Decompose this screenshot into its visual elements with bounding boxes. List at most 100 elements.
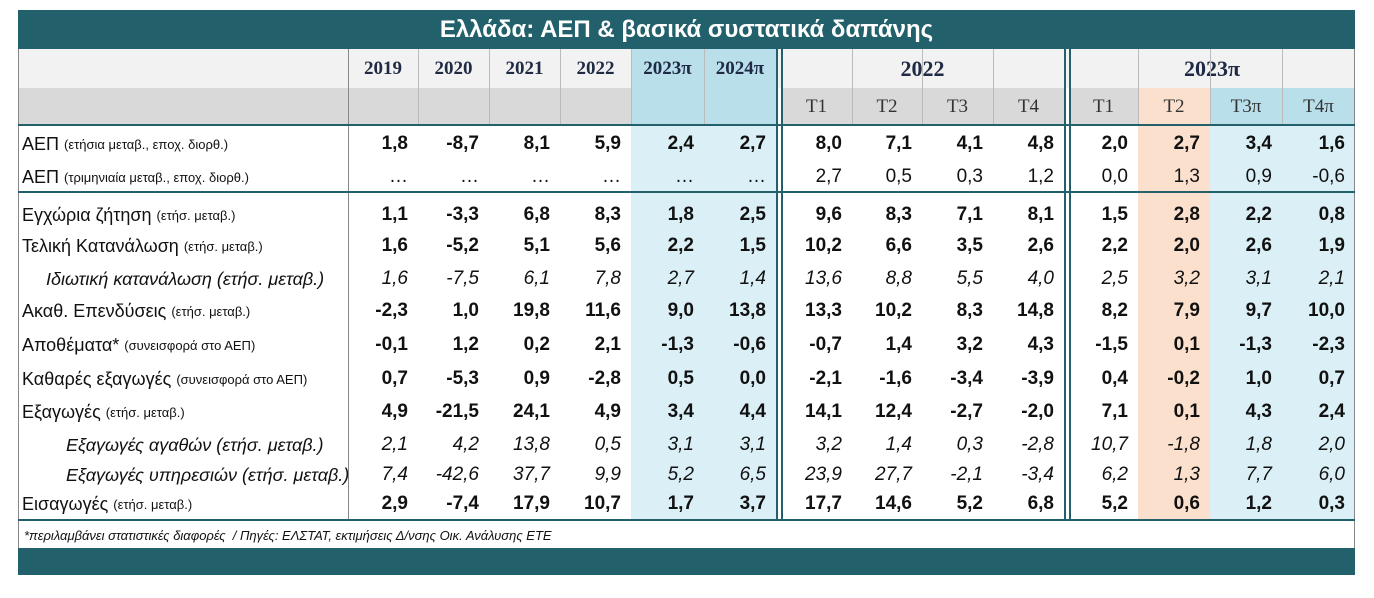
cell-value: 2,2: [1101, 235, 1128, 256]
cell-value: -1,3: [661, 334, 694, 355]
row-label: Τελική Κατανάλωση (ετήσ. μεταβ.): [22, 231, 348, 261]
row-note: (ετήσ. μεταβ.): [183, 238, 263, 254]
cell-value: 0,5: [667, 368, 694, 389]
year-bg: [704, 49, 776, 88]
footnote: *περιλαμβάνει στατιστικές διαφορές / Πηγ…: [24, 527, 552, 543]
cell-value: 0,0: [739, 368, 766, 389]
cell-value: 13,6: [805, 268, 842, 289]
cell-value: -2,0: [1021, 401, 1054, 422]
v-line: [922, 49, 923, 125]
cell-value: 10,7: [584, 493, 621, 514]
row-label: Εξαγωγές αγαθών (ετήσ. μεταβ.): [66, 430, 348, 460]
h-line: [18, 191, 1355, 193]
cell-value: 10,7: [1091, 434, 1128, 455]
row-label-text: ΑΕΠ: [22, 133, 60, 154]
v-line: [1069, 49, 1071, 520]
cell-value: 1,0: [1245, 368, 1272, 389]
v-line: [1138, 49, 1139, 125]
v-line: [993, 49, 994, 125]
cell-value: 9,9: [594, 464, 621, 485]
cell-value: 9,6: [815, 204, 842, 225]
row-label-text: Ακαθ. Επενδύσεις: [22, 300, 167, 321]
subheader-cell: [1069, 88, 1138, 125]
cell-value: 14,1: [805, 401, 842, 422]
cell-value: -2,3: [1312, 334, 1345, 355]
cell-value: -2,8: [1021, 434, 1054, 455]
cell-value: 0,5: [885, 166, 912, 187]
column-bg: [631, 125, 704, 520]
cell-value: 7,7: [1245, 464, 1272, 485]
year-header: 2020: [434, 57, 473, 79]
cell-value: 0,6: [1173, 493, 1200, 514]
cell-value: 27,7: [875, 464, 912, 485]
cell-value: -0,6: [733, 334, 766, 355]
row-note: (ετήσ. μεταβ.): [156, 207, 236, 223]
cell-value: 10,2: [875, 300, 912, 321]
row-note: (ετήσ. μεταβ.): [113, 496, 193, 512]
cell-value: 1,4: [885, 334, 912, 355]
cell-value: 5,2: [667, 464, 694, 485]
v-line: [704, 49, 705, 125]
cell-value: 2,8: [1173, 204, 1200, 225]
year-bg: [631, 49, 704, 88]
cell-value: 5,9: [594, 133, 621, 154]
cell-value: 14,6: [875, 493, 912, 514]
cell-value: 1,9: [1318, 235, 1345, 256]
cell-value: 4,0: [1027, 268, 1054, 289]
cell-value: 0,3: [1318, 493, 1345, 514]
cell-value: 10,2: [805, 235, 842, 256]
cell-value: 2,0: [1318, 434, 1345, 455]
year-header: 2023π: [643, 57, 692, 79]
row-label: Εξαγωγές (ετήσ. μεταβ.): [22, 397, 348, 427]
cell-value: -2,1: [809, 368, 842, 389]
quarter-header: T2: [1163, 95, 1185, 117]
cell-value: 0,5: [594, 434, 621, 455]
cell-value: 0,3: [956, 434, 983, 455]
row-note: (συνεισφορά στο ΑΕΠ): [176, 371, 308, 387]
cell-value: 3,1: [1245, 268, 1272, 289]
cell-value: 5,2: [956, 493, 983, 514]
cell-value: 1,5: [739, 235, 766, 256]
v-line: [489, 49, 490, 125]
cell-value: 0,9: [1245, 166, 1272, 187]
row-label: Εγχώρια ζήτηση (ετήσ. μεταβ.): [22, 200, 348, 230]
cell-value: 1,8: [667, 204, 694, 225]
cell-value: -1,3: [1239, 334, 1272, 355]
cell-value: 4,2: [452, 434, 479, 455]
v-line: [18, 49, 19, 548]
cell-value: 9,7: [1245, 300, 1272, 321]
cell-value: 3,2: [1173, 268, 1200, 289]
row-label: Ακαθ. Επενδύσεις (ετήσ. μεταβ.): [22, 296, 348, 326]
cell-value: 2,2: [667, 235, 694, 256]
cell-value: 0,3: [956, 166, 983, 187]
row-note: (ετήσ. μεταβ.): [105, 404, 185, 420]
quarter-header: T1: [805, 95, 828, 117]
cell-value: 1,0: [452, 300, 479, 321]
cell-value: -3,4: [950, 368, 983, 389]
v-line: [776, 49, 778, 520]
cell-value: 6,5: [739, 464, 766, 485]
column-bg: [1210, 125, 1282, 520]
cell-value: 1,2: [1027, 166, 1054, 187]
row-label-text: Ιδιωτική κατανάλωση (ετήσ. μεταβ.): [46, 268, 325, 289]
cell-value: 23,9: [805, 464, 842, 485]
column-bg: [704, 125, 776, 520]
cell-value: 7,8: [594, 268, 621, 289]
cell-value: 3,4: [667, 401, 694, 422]
cell-value: -1,5: [1095, 334, 1128, 355]
cell-value: …: [531, 166, 550, 187]
cell-value: 0,7: [1318, 368, 1345, 389]
cell-value: 24,1: [513, 401, 550, 422]
v-line: [1354, 49, 1355, 548]
cell-value: 37,7: [513, 464, 550, 485]
row-label: ΑΕΠ (τριμηνιαία μεταβ., εποχ. διορθ.): [22, 162, 348, 192]
cell-value: 5,1: [523, 235, 550, 256]
row-label: Καθαρές εξαγωγές (συνεισφορά στο ΑΕΠ): [22, 364, 348, 394]
row-note: (ετήσια μεταβ., εποχ. διορθ.): [64, 136, 229, 152]
cell-value: 11,6: [585, 300, 621, 321]
cell-value: -5,2: [446, 235, 479, 256]
subheader-cell: [418, 88, 489, 125]
year-header: 2022: [576, 57, 615, 79]
cell-value: …: [389, 166, 408, 187]
quarter-header: T4: [1017, 95, 1040, 117]
